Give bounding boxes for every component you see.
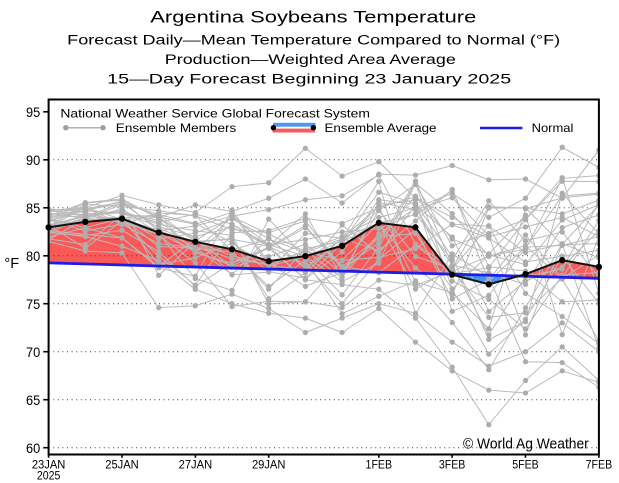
svg-text:90: 90 xyxy=(26,153,40,169)
svg-text:95: 95 xyxy=(26,105,40,121)
svg-text:85: 85 xyxy=(26,201,40,217)
svg-text:75: 75 xyxy=(26,297,40,313)
svg-text:Argentina Soybeans Temperature: Argentina Soybeans Temperature xyxy=(150,9,476,27)
svg-text:Ensemble Average: Ensemble Average xyxy=(325,121,437,135)
svg-text:National Weather Service Globa: National Weather Service Global Forecast… xyxy=(60,107,370,121)
svg-text:7FEB: 7FEB xyxy=(586,457,613,471)
svg-text:60: 60 xyxy=(26,441,40,457)
svg-text:°F: °F xyxy=(4,256,19,272)
svg-text:1FEB: 1FEB xyxy=(366,457,393,471)
svg-text:5FEB: 5FEB xyxy=(512,457,539,471)
svg-text:70: 70 xyxy=(26,345,40,361)
svg-text:29JAN: 29JAN xyxy=(252,457,286,471)
svg-text:80: 80 xyxy=(26,249,40,265)
svg-text:65: 65 xyxy=(26,393,40,409)
svg-text:3FEB: 3FEB xyxy=(439,457,466,471)
svg-text:© World Ag Weather: © World Ag Weather xyxy=(463,436,589,453)
svg-text:Ensemble Members: Ensemble Members xyxy=(116,121,237,135)
svg-text:27JAN: 27JAN xyxy=(179,457,213,471)
svg-text:Forecast Daily—Mean Temperatur: Forecast Daily—Mean Temperature Compared… xyxy=(67,33,560,48)
svg-text:Production—Weighted Area Avera: Production—Weighted Area Average xyxy=(165,52,456,67)
svg-text:25JAN: 25JAN xyxy=(105,457,139,471)
svg-text:2025: 2025 xyxy=(37,469,61,483)
svg-text:15—Day Forecast Beginning 23 J: 15—Day Forecast Beginning 23 January 202… xyxy=(107,71,511,86)
svg-text:23JAN: 23JAN xyxy=(32,457,66,471)
svg-text:Normal: Normal xyxy=(532,121,574,135)
